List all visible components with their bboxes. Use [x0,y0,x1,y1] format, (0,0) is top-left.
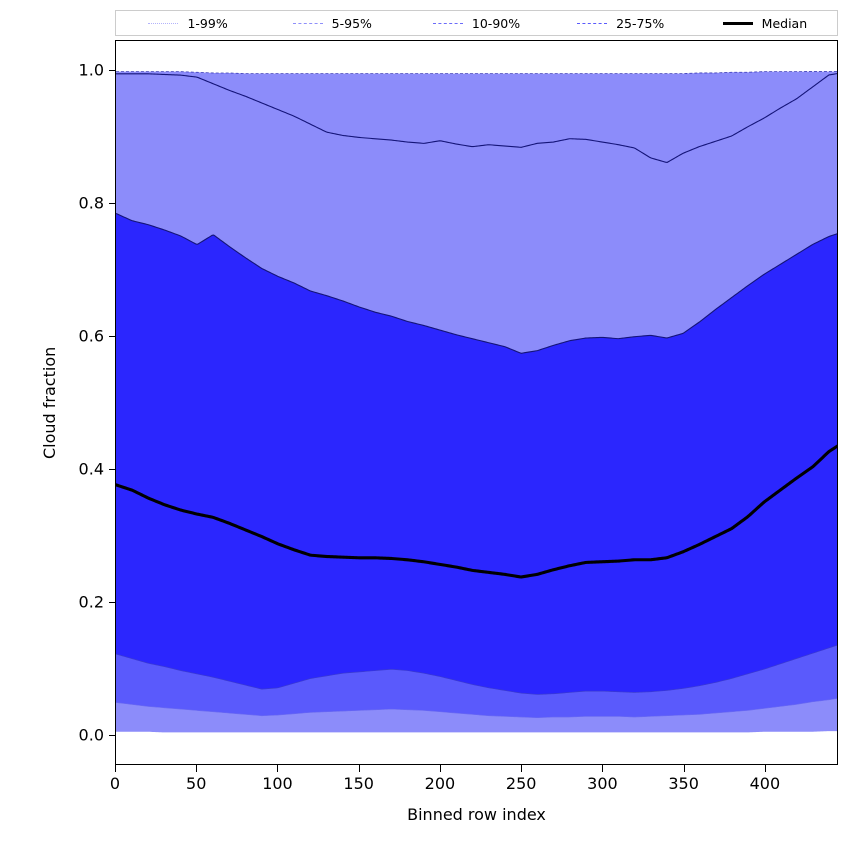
median-line [116,444,837,579]
x-tick-label: 250 [505,774,537,793]
edge-p25 [116,644,837,695]
x-tick-mark [602,765,604,772]
y-tick-label: 0.2 [78,592,104,612]
legend-label: 10-90% [471,15,521,31]
x-tick-label: 100 [262,774,293,793]
legend-item-5-95[interactable]: 5-95% [260,16,404,31]
legend-swatch-line [148,22,179,24]
y-tick-label: 0.6 [78,326,104,346]
y-tick-label: 0.0 [78,725,104,745]
x-tick-label: 200 [424,774,456,793]
plot-area [115,40,838,765]
y-tick-mark [108,335,115,337]
legend-item-median[interactable]: Median [693,16,837,31]
edge-p95 [116,73,837,163]
legend-swatch-line [577,22,608,24]
x-tick-mark [521,765,523,772]
x-tick-mark [277,765,279,772]
legend-item-10-90[interactable]: 10-90% [404,16,548,31]
legend-swatch-line [292,22,323,24]
x-tick-mark [764,765,766,772]
y-tick-mark [108,735,115,737]
x-tick-mark [683,765,685,772]
x-tick-mark [439,765,441,772]
x-tick-label: 300 [587,774,618,793]
x-tick-label: 350 [668,774,699,793]
y-tick-mark [108,602,115,604]
y-tick-mark [108,469,115,470]
y-tick-label: 0.8 [78,193,104,213]
x-tick-mark [358,765,360,772]
x-tick-label: 0 [109,774,121,793]
y-tick-mark [108,69,115,71]
legend-swatch-line [432,22,463,24]
band-25-75 [116,213,837,695]
legend-label: Median [761,15,808,31]
x-tick-label: 400 [749,774,781,793]
legend-swatch-line [722,21,753,25]
y-tick-label: 1.0 [78,60,104,80]
x-tick-mark [196,765,198,772]
x-axis-label: Binned row index [407,805,546,824]
y-tick-mark [108,202,115,204]
legend-item-1-99[interactable]: 1-99% [116,16,260,31]
band-chart-svg [116,71,837,733]
chart-legend: 1-99% 5-95% 10-90% 25-75% Median [115,10,838,36]
legend-label: 1-99% [187,15,228,31]
y-tick-label: 0.4 [78,459,104,479]
x-tick-label: 50 [186,774,207,793]
edge-p90 [116,212,837,354]
legend-label: 25-75% [616,15,665,31]
legend-label: 5-95% [331,15,372,31]
x-tick-label: 150 [343,774,374,793]
edge-p10 [116,698,837,719]
edge-p99 [116,71,837,75]
legend-item-25-75[interactable]: 25-75% [549,16,693,31]
x-tick-mark [115,765,116,772]
y-axis-label: Cloud fraction [40,346,59,459]
